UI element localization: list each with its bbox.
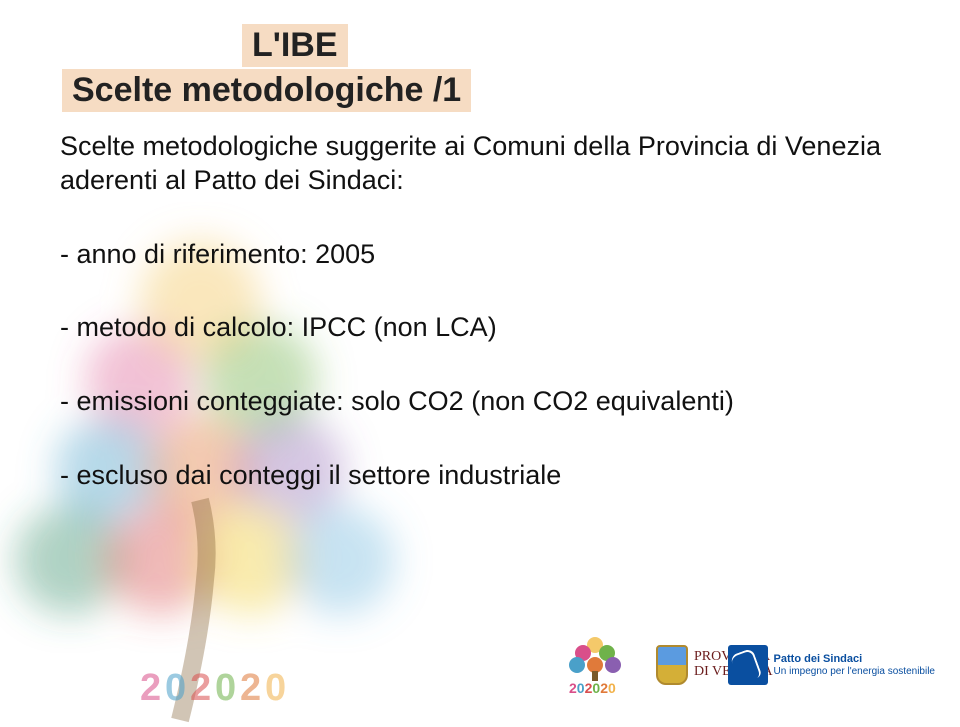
intro-text: Scelte metodologiche suggerite ai Comuni… bbox=[60, 130, 900, 198]
title-line-1: L'IBE bbox=[242, 24, 348, 67]
patto-icon bbox=[728, 645, 768, 685]
svg-text:202020: 202020 bbox=[569, 680, 616, 696]
bullet-3: - emissioni conteggiate: solo CO2 (non C… bbox=[60, 385, 900, 419]
slide-body: Scelte metodologiche suggerite ai Comuni… bbox=[60, 130, 900, 533]
title-line-2: Scelte metodologiche /1 bbox=[62, 69, 471, 112]
patto-sub: Un impegno per l'energia sostenibile bbox=[774, 666, 935, 677]
title-box: L'IBE Scelte metodologiche /1 bbox=[50, 20, 650, 120]
patto-title: Patto dei Sindaci bbox=[774, 653, 863, 665]
logo-202020: 202020 bbox=[555, 627, 635, 697]
logo-patto: Patto dei Sindaci Un impegno per l'energ… bbox=[728, 645, 935, 685]
patto-text: Patto dei Sindaci Un impegno per l'energ… bbox=[774, 653, 935, 676]
footer: 202020 PROVINCIA DI VENEZIA Patto dei Si… bbox=[0, 627, 960, 707]
bullet-1: - anno di riferimento: 2005 bbox=[60, 238, 900, 272]
bullet-2: - metodo di calcolo: IPCC (non LCA) bbox=[60, 311, 900, 345]
bullet-4: - escluso dai conteggi il settore indust… bbox=[60, 459, 900, 493]
provincia-shield-icon bbox=[656, 645, 688, 685]
